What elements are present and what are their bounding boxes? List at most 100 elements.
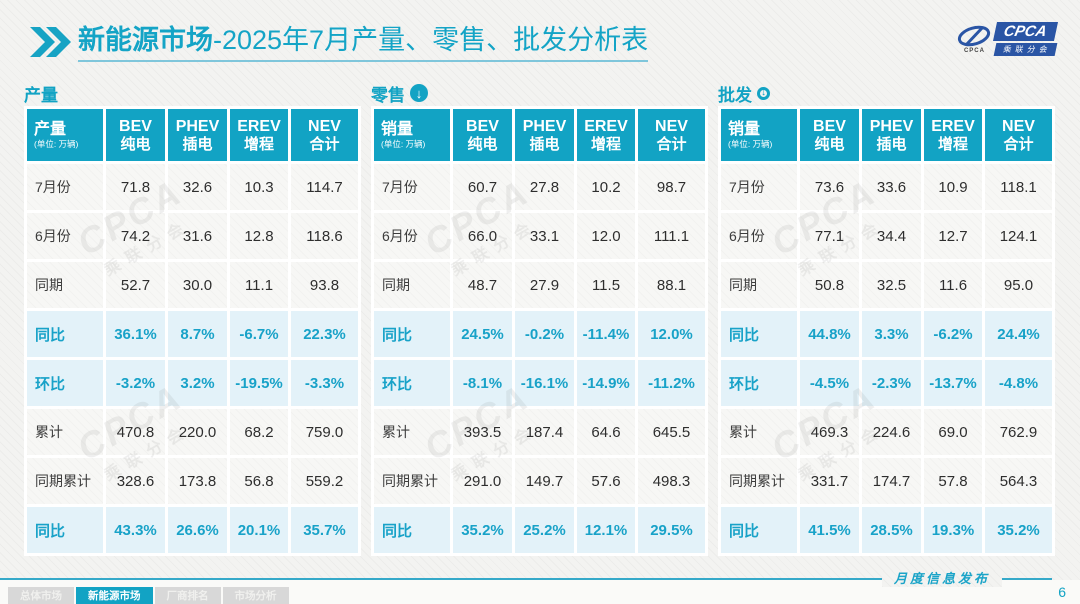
value-cell: 27.9: [515, 262, 574, 308]
row-label-cell: 同比: [721, 311, 797, 357]
column-header-erev: EREV 增程: [230, 109, 288, 161]
value-cell: 11.5: [577, 262, 635, 308]
value-cell: 10.2: [577, 164, 635, 210]
column-header-bev: BEV 纯电: [800, 109, 859, 161]
unit-header-label: 销量: [728, 120, 761, 138]
value-cell: 124.1: [985, 213, 1052, 259]
value-cell: 98.7: [638, 164, 705, 210]
table-row: 同比 44.8% 3.3% -6.2% 24.4%: [721, 311, 1052, 357]
value-cell: 44.8%: [800, 311, 859, 357]
column-header-line2: 合计: [656, 135, 687, 153]
unit-note: (单位: 万辆): [34, 138, 79, 149]
column-header-bev: BEV 纯电: [453, 109, 512, 161]
row-label-cell: 累计: [721, 409, 797, 455]
column-header-line1: BEV: [119, 117, 152, 135]
table-row: 同比 24.5% -0.2% -11.4% 12.0%: [374, 311, 705, 357]
column-header-erev: EREV 增程: [577, 109, 635, 161]
value-cell: -2.3%: [862, 360, 921, 406]
column-header-line2: 纯电: [467, 135, 498, 153]
value-cell: 26.6%: [168, 507, 227, 553]
value-cell: 52.7: [106, 262, 165, 308]
row-label-cell: 同期: [27, 262, 103, 308]
retail-table: 销量 (单位: 万辆) BEV 纯电 PHEV 插电 EREV 增程 NEV 合计 7月份 60.7 2…: [371, 106, 708, 556]
value-cell: 48.7: [453, 262, 512, 308]
unit-note: (单位: 万辆): [728, 138, 773, 149]
column-header-line1: NEV: [308, 117, 341, 135]
value-cell: 174.7: [862, 458, 921, 504]
logo-bars: CPCA 乘联分会: [993, 22, 1059, 56]
row-label-cell: 环比: [27, 360, 103, 406]
header: 新能源市场-2025年7月产量、零售、批发分析表 CPCA CPCA 乘联分会: [30, 22, 1059, 70]
table-row: 6月份 77.1 34.4 12.7 124.1: [721, 213, 1052, 259]
value-cell: 393.5: [453, 409, 512, 455]
table-row: 同期累计 291.0 149.7 57.6 498.3: [374, 458, 705, 504]
table-row: 环比 -3.2% 3.2% -19.5% -3.3%: [27, 360, 358, 406]
column-header-line2: 插电: [182, 135, 213, 153]
row-label-cell: 累计: [27, 409, 103, 455]
table-row: 7月份 60.7 27.8 10.2 98.7: [374, 164, 705, 210]
column-header-erev: EREV 增程: [924, 109, 982, 161]
table-row: 同期 50.8 32.5 11.6 95.0: [721, 262, 1052, 308]
value-cell: 12.0%: [638, 311, 705, 357]
value-cell: 27.8: [515, 164, 574, 210]
double-chevron-icon: [30, 27, 71, 57]
title-rest-part: -2025年7月产量、零售、批发分析表: [213, 25, 649, 55]
tab-4[interactable]: 市场分析: [222, 587, 289, 604]
wholesale-table: 销量 (单位: 万辆) BEV 纯电 PHEV 插电 EREV 增程 NEV 合计 7月份 73.6 3…: [718, 106, 1055, 556]
section-title: 零售: [371, 85, 405, 105]
value-cell: 149.7: [515, 458, 574, 504]
value-cell: 12.0: [577, 213, 635, 259]
value-cell: -16.1%: [515, 360, 574, 406]
value-cell: 35.2%: [453, 507, 512, 553]
value-cell: 645.5: [638, 409, 705, 455]
value-cell: 22.3%: [291, 311, 358, 357]
value-cell: 187.4: [515, 409, 574, 455]
value-cell: -4.8%: [985, 360, 1052, 406]
value-cell: 93.8: [291, 262, 358, 308]
column-header-line2: 插电: [529, 135, 560, 153]
column-header-line1: EREV: [931, 117, 975, 135]
row-label-cell: 7月份: [27, 164, 103, 210]
table-row: 累计 470.8 220.0 68.2 759.0: [27, 409, 358, 455]
tab-2[interactable]: 新能源市场: [76, 587, 153, 604]
value-cell: -3.2%: [106, 360, 165, 406]
column-header-line2: 合计: [1003, 135, 1034, 153]
table-row: 6月份 74.2 31.6 12.8 118.6: [27, 213, 358, 259]
value-cell: 559.2: [291, 458, 358, 504]
value-cell: 66.0: [453, 213, 512, 259]
value-cell: 12.8: [230, 213, 288, 259]
value-cell: 469.3: [800, 409, 859, 455]
row-label-cell: 同比: [721, 507, 797, 553]
value-cell: 173.8: [168, 458, 227, 504]
value-cell: -11.2%: [638, 360, 705, 406]
title-bold-part: 新能源市场: [78, 25, 213, 55]
column-header-line1: BEV: [813, 117, 846, 135]
value-cell: 33.6: [862, 164, 921, 210]
value-cell: -13.7%: [924, 360, 982, 406]
column-header-phev: PHEV 插电: [862, 109, 921, 161]
value-cell: 71.8: [106, 164, 165, 210]
row-label-cell: 同期累计: [374, 458, 450, 504]
value-cell: 73.6: [800, 164, 859, 210]
download-icon[interactable]: ↓: [757, 86, 770, 100]
value-cell: 43.3%: [106, 507, 165, 553]
value-cell: 498.3: [638, 458, 705, 504]
value-cell: 30.0: [168, 262, 227, 308]
cpca-swoosh-icon: CPCA: [957, 24, 991, 54]
tab-1[interactable]: 总体市场: [8, 587, 74, 604]
value-cell: 220.0: [168, 409, 227, 455]
value-cell: 56.8: [230, 458, 288, 504]
row-label-cell: 7月份: [721, 164, 797, 210]
wholesale-section-label: 批发 ↓: [718, 80, 1055, 106]
table-row: 同比 43.3% 26.6% 20.1% 35.7%: [27, 507, 358, 553]
row-label-cell: 7月份: [374, 164, 450, 210]
production-section: 产量 产量 (单位: 万辆) BEV 纯电 PHEV 插电 EREV 增程 NEV 合计 7月份 71.…: [24, 80, 361, 556]
tab-3[interactable]: 厂商排名: [154, 587, 221, 604]
download-icon[interactable]: ↓: [410, 84, 428, 102]
footer-rule: [0, 578, 1052, 580]
value-cell: 35.7%: [291, 507, 358, 553]
logo-brand-sub: 乘联分会: [994, 43, 1058, 56]
value-cell: 111.1: [638, 213, 705, 259]
value-cell: 74.2: [106, 213, 165, 259]
row-label-cell: 同比: [27, 311, 103, 357]
